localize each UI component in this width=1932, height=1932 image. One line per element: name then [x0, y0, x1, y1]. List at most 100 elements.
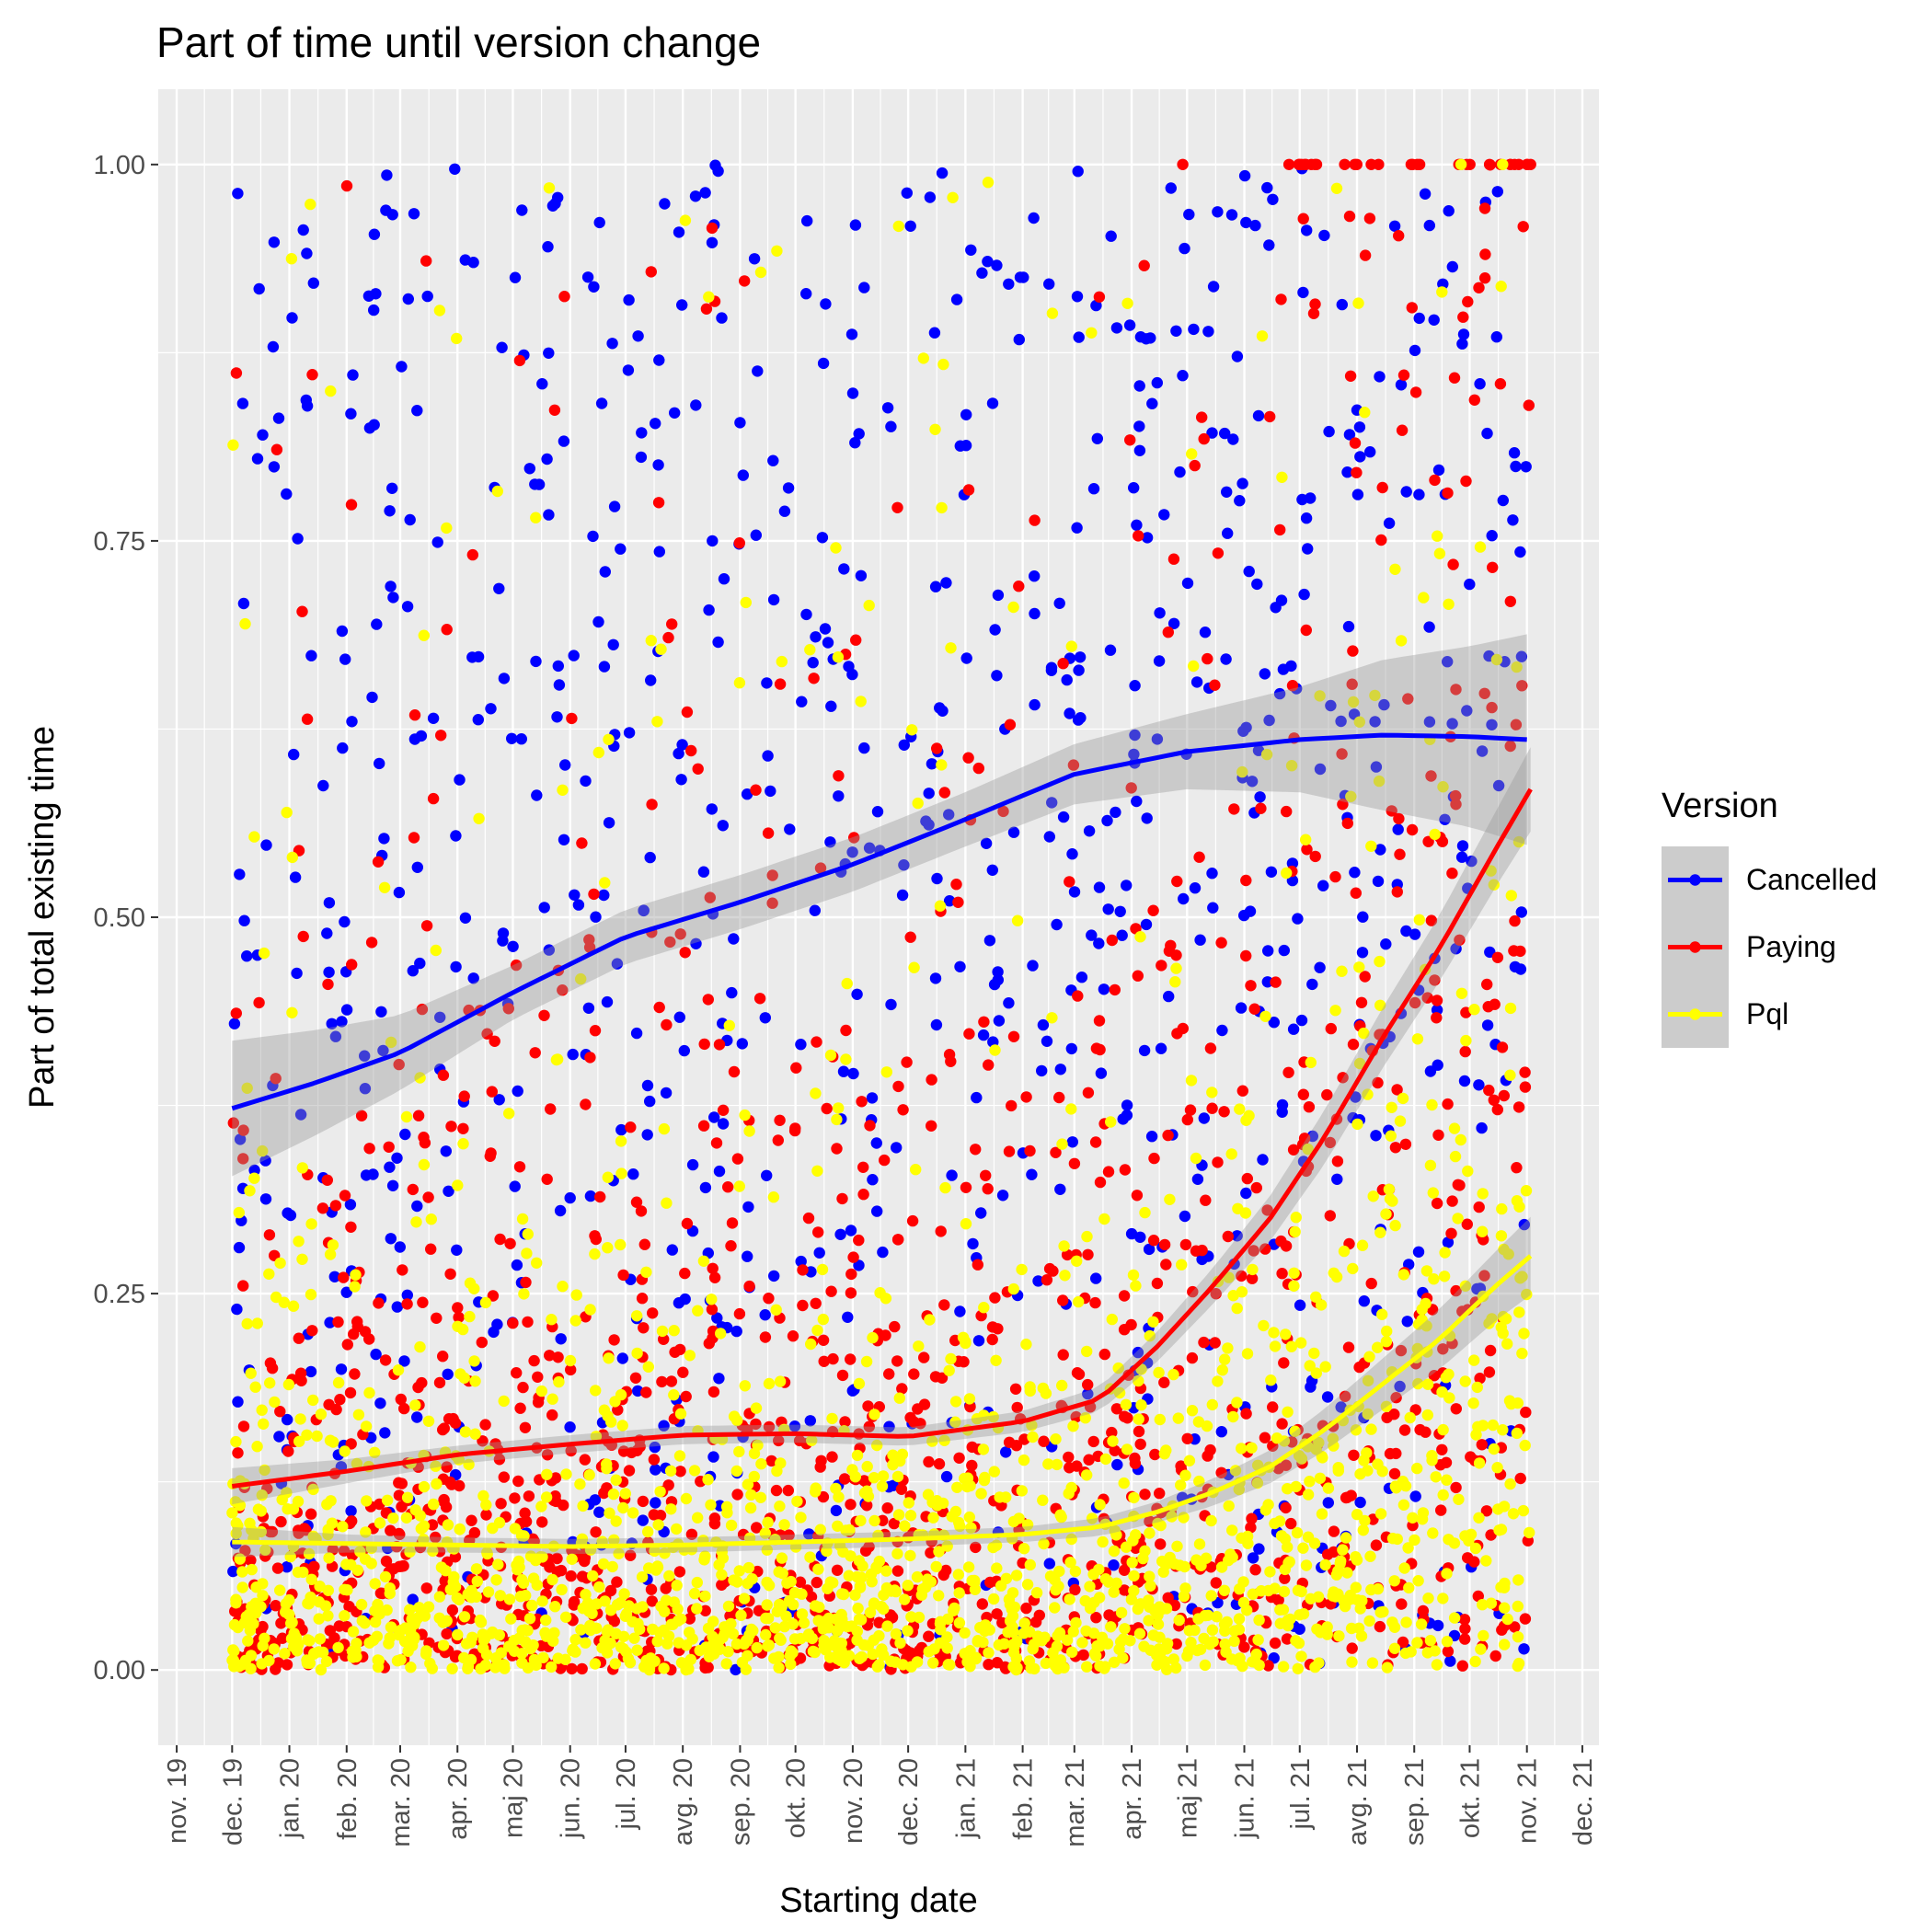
data-point-pql — [1222, 1342, 1234, 1354]
data-point-cancelled — [541, 453, 553, 466]
data-point-paying — [698, 1038, 710, 1051]
data-point-pql — [580, 1637, 592, 1649]
data-point-pql — [951, 1481, 963, 1494]
data-point-paying — [344, 1386, 357, 1399]
data-point-paying — [275, 1617, 287, 1629]
data-point-paying — [1417, 1604, 1430, 1617]
data-point-pql — [1007, 1626, 1019, 1639]
data-point-cancelled — [590, 911, 602, 923]
data-point-cancelled — [569, 889, 581, 901]
data-point-cancelled — [816, 532, 829, 544]
data-point-cancelled — [858, 282, 870, 293]
data-point-pql — [1512, 835, 1525, 848]
data-point-paying — [1355, 996, 1368, 1009]
data-point-pql — [1188, 660, 1200, 673]
data-point-pql — [615, 1238, 627, 1251]
data-point-paying — [825, 1285, 837, 1297]
data-point-paying — [579, 1454, 591, 1466]
data-point-pql — [505, 1613, 517, 1625]
data-point-cancelled — [1253, 1543, 1265, 1555]
data-point-pql — [890, 1627, 903, 1640]
data-point-pql — [1502, 1248, 1514, 1260]
data-point-pql — [448, 1570, 460, 1583]
data-point-paying — [1478, 1270, 1490, 1282]
data-point-paying — [685, 1528, 698, 1541]
data-point-paying — [896, 1383, 908, 1395]
data-point-paying — [433, 1376, 446, 1389]
data-point-pql — [1042, 1458, 1054, 1470]
data-point-paying — [227, 1117, 239, 1129]
data-point-paying — [811, 1036, 822, 1048]
data-point-pql — [990, 1354, 1002, 1367]
data-point-paying — [831, 1143, 843, 1155]
data-point-cancelled — [234, 1133, 247, 1145]
data-point-paying — [673, 1566, 686, 1578]
data-point-paying — [895, 1483, 908, 1496]
data-point-cancelled — [992, 966, 1004, 978]
data-point-paying — [407, 1183, 419, 1196]
data-point-paying — [479, 1419, 491, 1431]
data-point-pql — [470, 1563, 483, 1575]
data-point-pql — [1430, 1471, 1442, 1483]
data-point-cancelled — [546, 200, 559, 212]
data-point-pql — [236, 1566, 248, 1578]
data-point-pql — [1359, 1514, 1371, 1527]
data-point-pql — [274, 1257, 286, 1270]
data-point-paying — [838, 1473, 851, 1485]
data-point-pql — [645, 635, 657, 647]
data-point-pql — [727, 1627, 739, 1640]
data-point-cancelled — [1419, 188, 1432, 200]
data-point-paying — [638, 1322, 650, 1334]
data-point-paying — [579, 1552, 591, 1564]
data-point-pql — [1388, 1642, 1401, 1655]
data-point-pql — [971, 1413, 983, 1425]
data-point-pql — [458, 1611, 471, 1623]
data-point-pql — [405, 1662, 417, 1673]
data-point-cancelled — [846, 846, 858, 858]
data-point-pql — [486, 1627, 498, 1639]
data-point-cancelled — [374, 757, 385, 770]
data-point-cancelled — [323, 966, 335, 979]
data-point-paying — [395, 1393, 407, 1406]
data-point-paying — [1372, 1076, 1384, 1089]
data-point-pql — [1332, 1462, 1344, 1474]
data-point-pql — [236, 1581, 248, 1593]
x-tick-label: avg. 21 — [1343, 1758, 1373, 1846]
data-point-paying — [514, 1402, 526, 1414]
data-point-paying — [1420, 1426, 1432, 1438]
data-point-pql — [1219, 1353, 1231, 1365]
data-point-pql — [464, 1277, 477, 1289]
data-point-cancelled — [675, 774, 687, 786]
data-point-pql — [557, 784, 569, 796]
data-point-paying — [1119, 1410, 1131, 1422]
data-point-paying — [1386, 805, 1397, 817]
data-point-cancelled — [1400, 925, 1412, 937]
data-point-paying — [918, 1398, 931, 1410]
data-point-cancelled — [1240, 216, 1252, 229]
data-point-pql — [580, 1588, 592, 1601]
data-point-cancelled — [1121, 880, 1133, 891]
data-point-pql — [546, 1393, 558, 1405]
data-point-cancelled — [986, 397, 999, 409]
data-point-cancelled — [728, 933, 740, 945]
data-point-paying — [699, 1662, 711, 1674]
data-point-cancelled — [871, 1205, 883, 1217]
data-point-pql — [1433, 547, 1446, 559]
data-point-pql — [733, 1180, 745, 1192]
data-point-pql — [733, 677, 746, 689]
data-point-pql — [1199, 1659, 1212, 1672]
data-point-cancelled — [282, 1413, 293, 1426]
data-point-cancelled — [1170, 325, 1182, 337]
data-point-pql — [489, 1662, 501, 1673]
data-point-pql — [498, 1395, 510, 1408]
data-point-paying — [1286, 680, 1299, 692]
data-point-pql — [1372, 1458, 1384, 1470]
data-point-paying — [345, 1221, 357, 1234]
data-point-cancelled — [286, 312, 298, 324]
data-point-pql — [634, 1623, 646, 1636]
data-point-cancelled — [870, 1137, 882, 1149]
data-point-pql — [1144, 1601, 1156, 1614]
data-point-paying — [245, 1554, 257, 1567]
data-point-paying — [648, 1454, 661, 1466]
data-point-paying — [962, 484, 975, 496]
